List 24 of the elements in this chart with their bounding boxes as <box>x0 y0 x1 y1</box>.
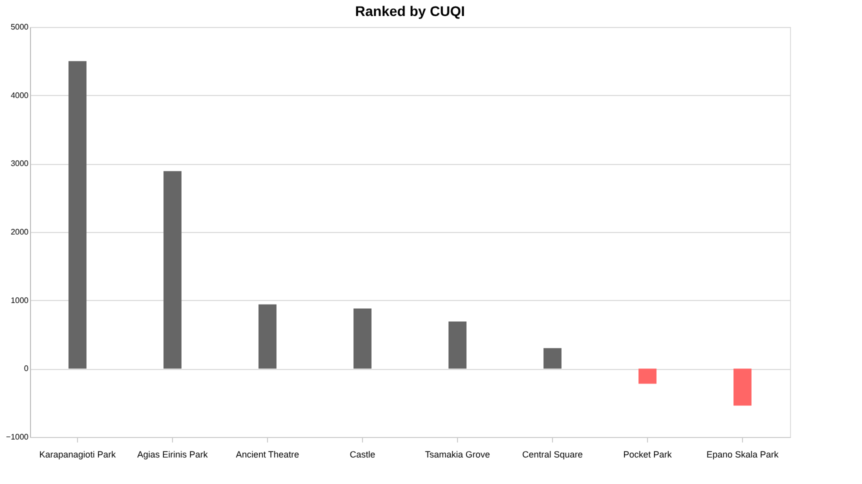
bar <box>164 171 182 369</box>
bar <box>68 61 86 369</box>
x-tick-label: Central Square <box>522 450 583 460</box>
chart-title: Ranked by CUQI <box>355 3 465 19</box>
bar <box>734 368 752 406</box>
x-tick-label: Castle <box>350 450 376 460</box>
y-tick-label: 1000 <box>10 296 30 305</box>
bar <box>544 348 562 369</box>
x-tick-label: Epano Skala Park <box>706 450 780 460</box>
y-tick-label: 3000 <box>10 159 30 168</box>
bar <box>258 304 276 369</box>
y-tick-label: 2000 <box>10 228 30 236</box>
x-tick-label: Karapanagioti Park <box>39 450 116 460</box>
bar <box>354 308 372 369</box>
x-tick-label: Agias Eirinis Park <box>137 450 208 460</box>
y-tick-label: 5000 <box>10 22 30 32</box>
x-tick-label: Ancient Theatre <box>236 450 300 460</box>
x-tick-label: Pocket Park <box>623 450 672 460</box>
bar <box>638 368 656 384</box>
bar <box>448 322 466 369</box>
y-tick-label: −1000 <box>6 432 30 442</box>
x-tick-label: Tsamakia Grove <box>424 450 490 460</box>
y-tick-label: 0 <box>24 364 30 374</box>
y-tick-label: 4000 <box>10 90 30 100</box>
